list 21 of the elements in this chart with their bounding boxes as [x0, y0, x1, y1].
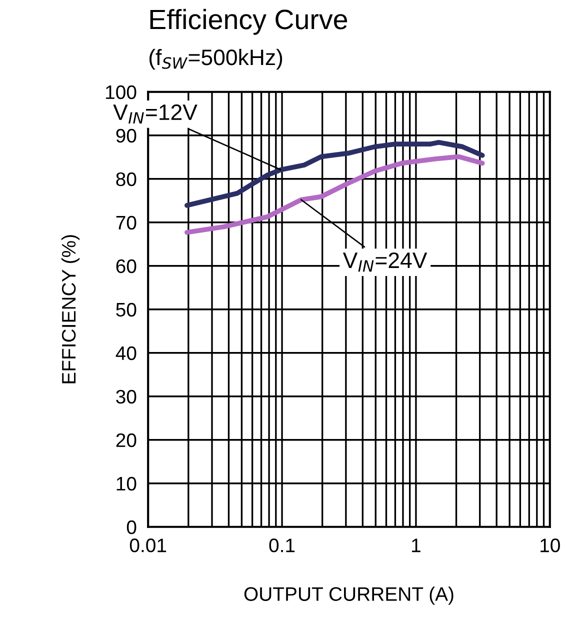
chart-subtitle: (f$_{SW}$=500kHz): [149, 48, 282, 70]
y-tick-label: 0: [126, 520, 136, 534]
y-tick-label: 10: [116, 476, 136, 491]
x-tick-label: 0.1: [269, 538, 295, 552]
y-tick-label: 40: [116, 346, 136, 360]
y-axis-title: EFFICIENCY (%): [61, 235, 80, 384]
y-tick-label: 70: [116, 216, 136, 230]
y-tick-label: 100: [106, 85, 136, 100]
y-tick-label: 20: [116, 433, 136, 448]
x-tick-label: 1: [412, 538, 420, 552]
y-tick-label: 60: [116, 259, 136, 274]
x-tick-label: 0.01: [130, 538, 166, 552]
y-tick-label: 50: [116, 302, 136, 317]
chart-title: Efficiency Curve: [150, 8, 348, 35]
y-tick-label: 80: [116, 172, 136, 186]
x-axis-title: OUTPUT CURRENT (A): [244, 586, 454, 605]
y-tick-label: 30: [116, 390, 136, 404]
y-tick-label: 90: [116, 128, 136, 143]
x-tick-label: 10: [540, 538, 560, 552]
text: V$_{IN}$=12V: [113, 104, 198, 124]
text: V$_{IN}$=24V: [342, 252, 428, 272]
